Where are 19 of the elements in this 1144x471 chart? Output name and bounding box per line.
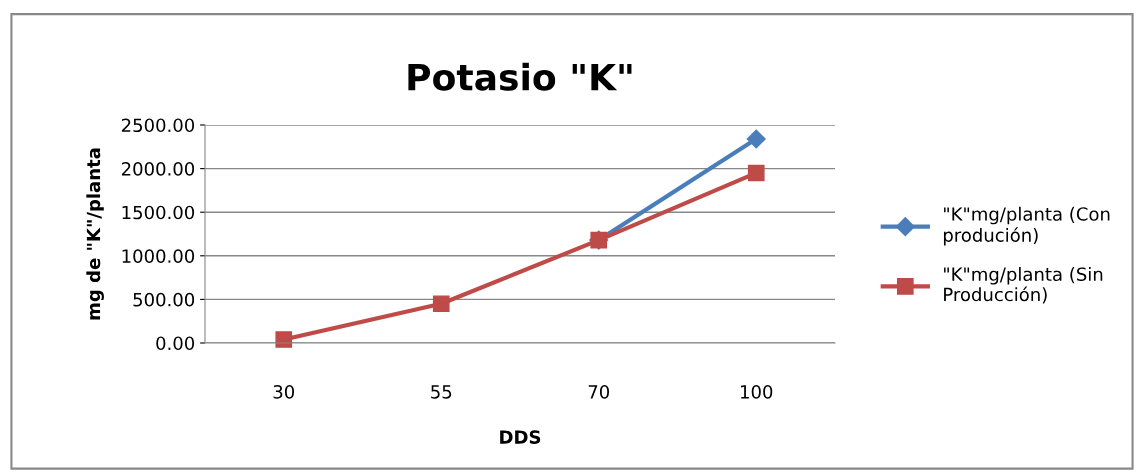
x-tick-label: 70 bbox=[588, 384, 610, 399]
y-tick-label: 2000.00 bbox=[121, 162, 195, 176]
legend-label: "K"mg/planta (Sin Producción) bbox=[944, 267, 1103, 304]
y-tick-label: 2500.00 bbox=[121, 118, 195, 133]
legend-label: "K"mg/planta (Con produción) bbox=[943, 206, 1110, 246]
x-tick-label: 30 bbox=[273, 384, 295, 399]
y-tick-label: 1000.00 bbox=[122, 249, 195, 263]
y-tick-label: 500.00 bbox=[133, 292, 195, 307]
x-tick-label: 55 bbox=[431, 385, 452, 399]
y-tick-label: 0.00 bbox=[156, 336, 195, 351]
y-tick-label: 1500.00 bbox=[122, 205, 195, 220]
chart-title: Potasio "K" bbox=[408, 62, 632, 91]
point bbox=[747, 164, 765, 182]
x-axis-title: DDS bbox=[500, 430, 541, 444]
point bbox=[746, 129, 766, 149]
x-tick-label: 100 bbox=[741, 384, 773, 399]
y-axis-title: mg de "K"/planta bbox=[86, 148, 104, 320]
point bbox=[275, 331, 293, 348]
point bbox=[432, 295, 450, 313]
